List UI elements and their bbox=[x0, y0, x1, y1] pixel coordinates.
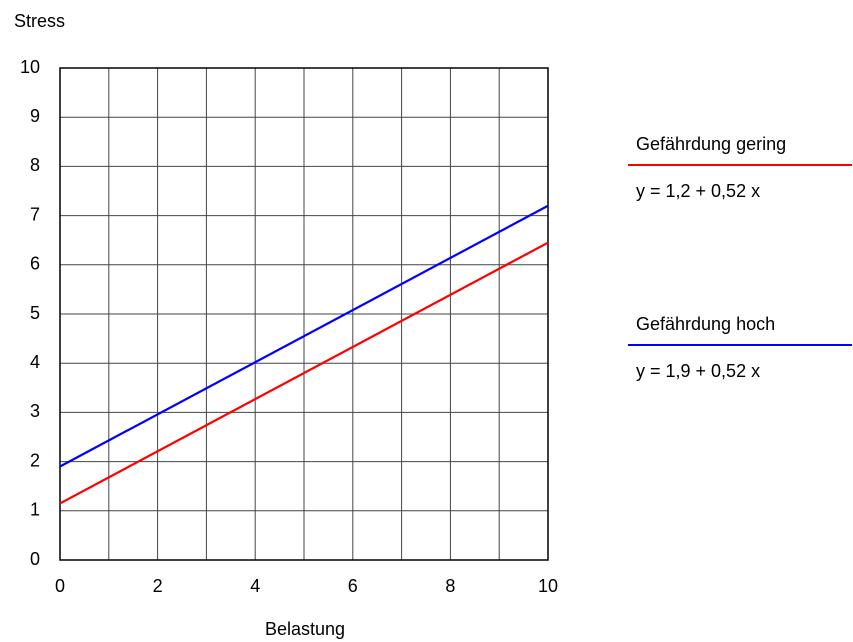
x-tick-label: 8 bbox=[445, 576, 455, 596]
x-axis-label: Belastung bbox=[265, 619, 345, 639]
x-tick-label: 0 bbox=[55, 576, 65, 596]
data-line bbox=[59, 241, 549, 505]
y-tick-label: 3 bbox=[30, 401, 40, 421]
y-tick-label: 5 bbox=[30, 303, 40, 323]
y-tick-label: 10 bbox=[20, 57, 40, 77]
y-tick-label: 9 bbox=[30, 106, 40, 126]
y-tick-label: 0 bbox=[30, 549, 40, 569]
x-tick-label: 10 bbox=[538, 576, 558, 596]
y-tick-label: 7 bbox=[30, 204, 40, 224]
legend-label: Gefährdung gering bbox=[636, 134, 786, 154]
y-tick-label: 4 bbox=[30, 352, 40, 372]
legend-label: Gefährdung hoch bbox=[636, 314, 775, 334]
y-axis-label: Stress bbox=[14, 11, 65, 31]
legend-equation: y = 1,9 + 0,52 x bbox=[636, 361, 760, 381]
y-tick-label: 6 bbox=[30, 254, 40, 274]
y-tick-label: 1 bbox=[30, 500, 40, 520]
x-tick-label: 2 bbox=[153, 576, 163, 596]
y-tick-label: 8 bbox=[30, 155, 40, 175]
legend-equation: y = 1,2 + 0,52 x bbox=[636, 181, 760, 201]
y-tick-label: 2 bbox=[30, 450, 40, 470]
plot-border bbox=[59, 67, 549, 561]
x-tick-label: 4 bbox=[250, 576, 260, 596]
x-tick-label: 6 bbox=[348, 576, 358, 596]
data-line bbox=[59, 204, 549, 468]
